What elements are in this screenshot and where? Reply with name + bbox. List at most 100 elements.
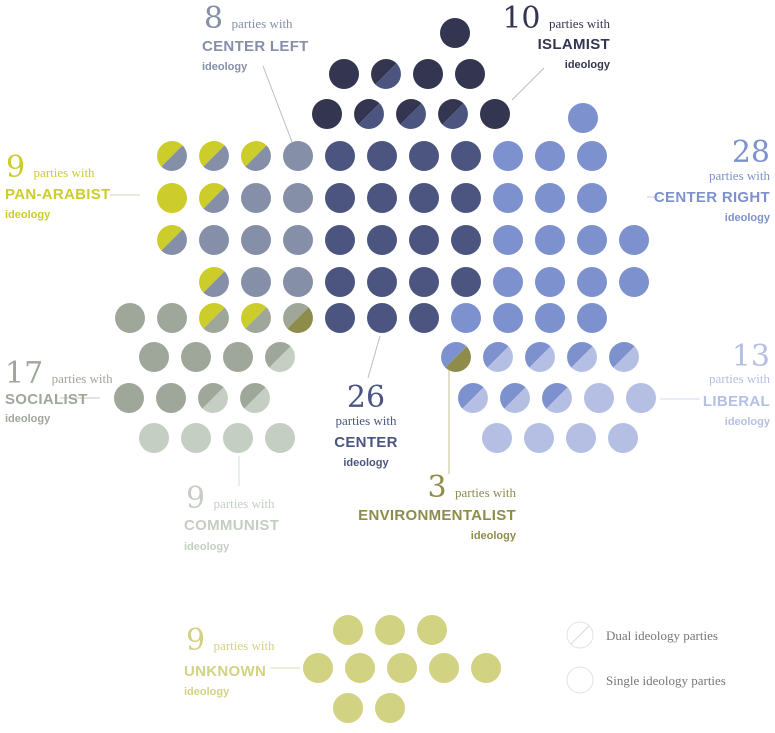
count-environmentalist: 3	[427, 470, 446, 505]
dot-communist-3	[223, 423, 253, 453]
dot-unknown-5	[345, 653, 375, 683]
parties-with-center-right: parties with	[709, 168, 771, 183]
ideology-communist: ideology	[184, 541, 230, 553]
dot-communist-4	[265, 423, 295, 453]
dot-socialist-4	[139, 342, 169, 372]
dot-center-right-1	[493, 141, 523, 171]
dot-socialist-communist-10	[198, 383, 228, 413]
dot-socialist-1	[115, 303, 145, 333]
name-environmentalist: ENVIRONMENTALIST	[358, 507, 516, 524]
dot-center-11	[409, 225, 439, 255]
count-unknown: 9	[186, 623, 205, 658]
dot-communist-1	[139, 423, 169, 453]
svg-text:3 parties with: 3 parties with	[427, 470, 516, 505]
dot-center-right-11	[493, 267, 523, 297]
dot-center-right-12	[535, 267, 565, 297]
name-pan-arabist: PAN-ARABIST	[5, 186, 111, 203]
dot-liberal-5	[566, 423, 596, 453]
dot-socialist-communist-7	[265, 342, 295, 372]
count-communist: 9	[186, 481, 205, 516]
dot-center-right-6	[577, 183, 607, 213]
legend: Dual ideology parties Single ideology pa…	[566, 621, 726, 694]
dot-center-right-5	[535, 183, 565, 213]
dot-center-15	[409, 267, 439, 297]
count-pan-arabist: 9	[6, 150, 25, 185]
label-environmentalist: 3 parties with ENVIRONMENTALIST ideology	[358, 470, 517, 542]
dot-center-7	[409, 183, 439, 213]
ideology-pan-arabist: ideology	[5, 209, 51, 221]
count-islamist: 10	[502, 1, 540, 36]
dot-unknown-1	[333, 615, 363, 645]
name-center: CENTER	[334, 434, 397, 451]
dot-unknown-8	[471, 653, 501, 683]
dot-center-right-2	[535, 141, 565, 171]
name-islamist: ISLAMIST	[538, 36, 610, 53]
dot-center-right-27	[568, 103, 598, 133]
dot-unknown-7	[429, 653, 459, 683]
dot-center-right-liberal-21	[525, 342, 555, 372]
dot-center-1	[325, 141, 355, 171]
svg-text:9 parties with: 9 parties with	[186, 623, 275, 658]
dot-socialist-communist-11	[240, 383, 270, 413]
dot-center-left-7	[241, 267, 271, 297]
ideology-environmentalist: ideology	[471, 530, 517, 542]
label-unknown: 9 parties with UNKNOWN ideology	[184, 623, 275, 698]
dot-socialist-5	[181, 342, 211, 372]
dot-center-6	[367, 183, 397, 213]
dot-center-left-8	[283, 267, 313, 297]
svg-text:9 parties with: 9 parties with	[186, 481, 275, 516]
label-islamist: 10 parties with ISLAMIST ideology	[502, 1, 611, 71]
dot-islamist-center-9	[438, 99, 468, 129]
name-communist: COMMUNIST	[184, 517, 279, 534]
dot-liberal-4	[524, 423, 554, 453]
dot-islamist-1	[440, 18, 470, 48]
dot-socialist-6	[223, 342, 253, 372]
leader-center-left	[262, 65, 293, 143]
dot-center-right-10	[619, 225, 649, 255]
dot-liberal-1	[584, 383, 614, 413]
leader-lines	[60, 65, 700, 669]
dot-unknown-9	[333, 693, 363, 723]
dot-pan-arabist-center-left-3	[241, 141, 271, 171]
dot-center-right-13	[577, 267, 607, 297]
dot-pan-arabist-socialist-8	[199, 303, 229, 333]
dot-pan-arabist-center-left-6	[157, 225, 187, 255]
dot-center-left-1	[283, 141, 313, 171]
label-center: 26 parties with CENTER ideology	[334, 380, 397, 469]
dot-unknown-3	[417, 615, 447, 645]
dot-pan-arabist-center-left-5	[199, 183, 229, 213]
dot-communist-2	[181, 423, 211, 453]
dot-center-right-environmentalist-19	[441, 342, 471, 372]
dot-center-right-9	[577, 225, 607, 255]
count-liberal: 13	[732, 339, 770, 374]
dot-center-17	[325, 303, 355, 333]
ideology-liberal: ideology	[725, 416, 771, 428]
count-center-right: 28	[732, 135, 770, 170]
ideology-islamist: ideology	[565, 59, 611, 71]
label-communist: 9 parties with COMMUNIST ideology	[184, 481, 279, 553]
name-center-right: CENTER RIGHT	[654, 189, 770, 206]
dot-socialist-9	[156, 383, 186, 413]
legend-dual-label: Dual ideology parties	[606, 628, 718, 643]
dot-unknown-2	[375, 615, 405, 645]
legend-single-swatch	[566, 666, 594, 694]
ideology-socialist: ideology	[5, 413, 51, 425]
dot-center-9	[325, 225, 355, 255]
dot-islamist-center-7	[354, 99, 384, 129]
dot-center-5	[325, 183, 355, 213]
dot-liberal-2	[626, 383, 656, 413]
svg-text:17 parties with: 17 parties with	[5, 356, 113, 391]
dot-center-right-14	[619, 267, 649, 297]
dot-center-right-4	[493, 183, 523, 213]
name-liberal: LIBERAL	[703, 393, 770, 410]
dot-center-16	[451, 267, 481, 297]
parties-with-communist: parties with	[214, 496, 276, 511]
ideology-center: ideology	[343, 457, 389, 469]
label-center-right: 28 parties with CENTER RIGHT ideology	[654, 135, 771, 224]
dot-center-4	[451, 141, 481, 171]
parties-with-center: parties with	[335, 413, 397, 428]
count-center-left: 8	[204, 1, 223, 36]
legend-single-label: Single ideology parties	[606, 673, 726, 688]
leader-islamist	[511, 67, 545, 101]
dot-center-left-2	[241, 183, 271, 213]
